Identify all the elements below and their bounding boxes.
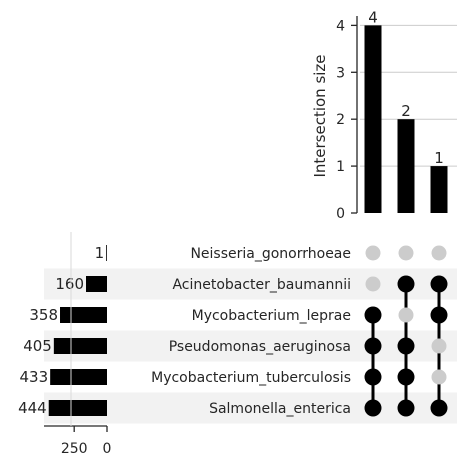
set-name-label: Mycobacterium_tuberculosis <box>151 370 351 386</box>
intersection-value-label: 1 <box>434 149 444 167</box>
set-name-labels: Neisseria_gonorrhoeae Acinetobacter_bauma… <box>151 246 351 417</box>
matrix-dot-inactive <box>365 245 381 261</box>
set-name-label: Neisseria_gonorrhoeae <box>190 246 351 262</box>
intersection-value-label: 2 <box>401 102 411 120</box>
row-shading <box>44 268 457 424</box>
matrix-dot-inactive <box>431 338 447 354</box>
matrix-dot-active <box>430 275 448 293</box>
set-size-bar <box>53 338 107 354</box>
matrix-dot-active <box>364 399 382 417</box>
y-tick-label: 1 <box>336 159 345 175</box>
intersection-matrix <box>364 245 448 417</box>
y-tick-label: 0 <box>336 206 345 222</box>
matrix-dot-active <box>364 306 382 324</box>
y-tick-label: 3 <box>336 65 345 81</box>
intersection-bar <box>430 166 448 213</box>
matrix-dot-inactive <box>398 245 414 261</box>
matrix-dot-active <box>364 368 382 386</box>
intersection-value-label: 4 <box>368 8 378 26</box>
matrix-dot-active <box>397 337 415 355</box>
intersection-bars <box>364 25 448 214</box>
intersection-size-axis: 0 1 2 3 4 <box>336 16 358 222</box>
y-tick-label: 4 <box>336 18 345 34</box>
matrix-dot-active <box>430 399 448 417</box>
y-tick-label: 2 <box>336 112 345 128</box>
matrix-dot-active <box>397 275 415 293</box>
row-shade <box>44 330 457 362</box>
set-size-bar <box>50 369 107 385</box>
matrix-dot-inactive <box>365 276 381 292</box>
intersection-value-labels: 4 2 1 <box>368 8 444 167</box>
set-size-value-label: 160 <box>55 275 84 293</box>
row-shade <box>44 392 457 424</box>
matrix-dot-active <box>364 337 382 355</box>
matrix-dot-inactive <box>431 245 447 261</box>
set-size-value-label: 444 <box>18 399 47 417</box>
set-size-axis: 250 0 <box>44 232 111 457</box>
set-size-value-label: 358 <box>29 306 58 324</box>
set-size-bar <box>106 245 107 261</box>
matrix-dot-inactive <box>398 307 414 323</box>
set-size-bars <box>48 245 107 416</box>
matrix-dot-active <box>430 306 448 324</box>
intersection-bar <box>397 119 415 213</box>
matrix-dot-active <box>397 399 415 417</box>
x-tick-label: 0 <box>103 441 112 457</box>
set-size-value-label: 1 <box>95 244 105 262</box>
set-name-label: Pseudomonas_aeruginosa <box>169 339 351 355</box>
matrix-dot-inactive <box>431 369 447 385</box>
set-size-value-labels: 1 160 358 405 433 444 <box>18 244 104 417</box>
intersection-axis-title: Intersection size <box>311 54 329 177</box>
set-size-value-label: 405 <box>23 337 52 355</box>
intersection-bar <box>364 25 382 214</box>
row-shade <box>44 268 457 300</box>
set-size-bar <box>48 400 107 416</box>
matrix-dot-active <box>397 368 415 386</box>
set-name-label: Acinetobacter_baumannii <box>172 277 351 293</box>
set-size-bar <box>60 307 107 323</box>
set-size-bar <box>86 276 107 292</box>
set-size-value-label: 433 <box>20 368 49 386</box>
set-name-label: Salmonella_enterica <box>209 401 351 417</box>
set-name-label: Mycobacterium_leprae <box>192 308 351 324</box>
x-tick-label: 250 <box>61 441 88 457</box>
